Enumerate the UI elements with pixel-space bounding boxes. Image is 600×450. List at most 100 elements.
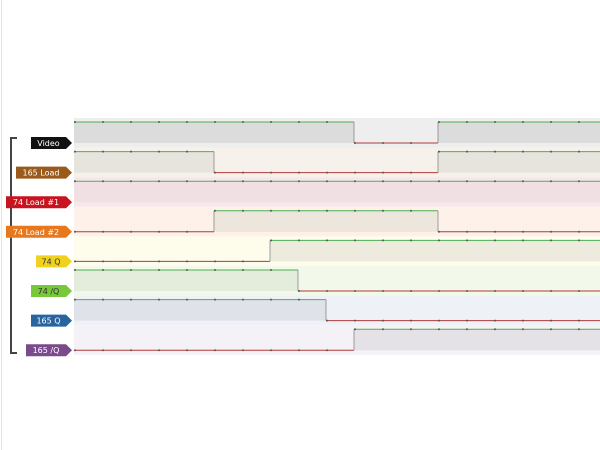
sample-dot bbox=[410, 328, 412, 331]
high-fill bbox=[494, 151, 522, 173]
high-fill bbox=[578, 181, 600, 203]
high-fill bbox=[578, 151, 600, 173]
high-fill bbox=[578, 240, 600, 262]
signal-label: Video bbox=[37, 139, 60, 148]
high-fill bbox=[74, 151, 102, 173]
sample-dot bbox=[410, 209, 412, 212]
high-fill bbox=[102, 181, 130, 203]
sample-dot bbox=[214, 209, 216, 212]
high-fill bbox=[270, 210, 298, 232]
signal-label: 74 Load #1 bbox=[13, 198, 59, 207]
high-fill bbox=[382, 329, 410, 351]
sample-dot bbox=[466, 319, 468, 322]
high-fill bbox=[270, 122, 298, 143]
sample-dot bbox=[410, 290, 412, 292]
sample-dot bbox=[102, 269, 104, 271]
high-fill bbox=[158, 181, 186, 203]
sample-dot bbox=[410, 239, 412, 242]
sample-dot bbox=[74, 269, 76, 271]
high-fill bbox=[410, 240, 438, 262]
sample-dot bbox=[550, 121, 552, 123]
sample-dot bbox=[270, 209, 272, 212]
sample-dot bbox=[410, 171, 412, 174]
signal-tag bbox=[26, 344, 72, 357]
high-fill bbox=[242, 181, 270, 203]
high-fill bbox=[522, 151, 550, 173]
sample-dot bbox=[186, 298, 188, 301]
high-fill bbox=[214, 270, 242, 291]
high-fill bbox=[298, 181, 326, 203]
high-fill bbox=[242, 122, 270, 143]
sample-dot bbox=[214, 349, 216, 352]
high-fill bbox=[354, 181, 382, 203]
sample-dot bbox=[270, 239, 272, 242]
sample-dot bbox=[578, 290, 580, 292]
sample-dot bbox=[466, 290, 468, 292]
sample-dot bbox=[214, 171, 216, 174]
high-fill bbox=[382, 240, 410, 262]
sample-dot bbox=[522, 180, 524, 183]
sample-dot bbox=[158, 269, 160, 271]
sample-dot bbox=[74, 121, 76, 123]
sample-dot bbox=[578, 180, 580, 183]
high-fill bbox=[298, 122, 326, 143]
high-fill bbox=[74, 181, 102, 203]
sample-dot bbox=[214, 298, 216, 301]
high-fill bbox=[186, 299, 214, 321]
signal-label: 74 /Q bbox=[38, 287, 60, 296]
sample-dot bbox=[522, 150, 524, 153]
high-fill bbox=[326, 181, 354, 203]
sample-dot bbox=[74, 230, 76, 233]
high-fill bbox=[186, 122, 214, 143]
sample-dot bbox=[130, 269, 132, 271]
high-fill bbox=[242, 299, 270, 321]
signal-label: 165 /Q bbox=[33, 346, 60, 355]
high-fill bbox=[130, 151, 158, 173]
high-fill bbox=[242, 210, 270, 232]
sample-dot bbox=[438, 239, 440, 242]
sample-dot bbox=[270, 269, 272, 271]
sample-dot bbox=[130, 260, 132, 263]
sample-dot bbox=[550, 290, 552, 292]
sample-dot bbox=[438, 290, 440, 292]
sample-dot bbox=[130, 121, 132, 123]
sample-dot bbox=[494, 319, 496, 322]
sample-dot bbox=[130, 150, 132, 153]
high-fill bbox=[522, 122, 550, 143]
sample-dot bbox=[186, 230, 188, 233]
sample-dot bbox=[298, 209, 300, 212]
sample-dot bbox=[102, 298, 104, 301]
sample-dot bbox=[578, 150, 580, 153]
high-fill bbox=[410, 181, 438, 203]
high-fill bbox=[466, 122, 494, 143]
signal-tag bbox=[36, 255, 72, 268]
sample-dot bbox=[242, 121, 244, 123]
high-fill bbox=[214, 181, 242, 203]
sample-dot bbox=[102, 230, 104, 233]
high-fill bbox=[522, 329, 550, 351]
high-fill bbox=[158, 122, 186, 143]
high-fill bbox=[466, 181, 494, 203]
sample-dot bbox=[466, 328, 468, 331]
sample-dot bbox=[298, 171, 300, 174]
group-bracket bbox=[10, 137, 17, 354]
sample-dot bbox=[130, 180, 132, 183]
high-fill bbox=[326, 210, 354, 232]
sample-dot bbox=[158, 121, 160, 123]
sample-dot bbox=[214, 121, 216, 123]
sample-dot bbox=[466, 150, 468, 153]
high-fill bbox=[466, 151, 494, 173]
sample-dot bbox=[298, 180, 300, 183]
sample-dot bbox=[522, 319, 524, 322]
high-fill bbox=[102, 151, 130, 173]
sample-dot bbox=[74, 260, 76, 263]
sample-dot bbox=[270, 298, 272, 301]
sample-dot bbox=[74, 180, 76, 183]
sample-dot bbox=[550, 319, 552, 322]
sample-dot bbox=[494, 239, 496, 242]
sample-dot bbox=[326, 180, 328, 183]
sample-dot bbox=[242, 171, 244, 174]
high-fill bbox=[130, 299, 158, 321]
sample-dot bbox=[522, 239, 524, 242]
sample-dot bbox=[578, 121, 580, 123]
